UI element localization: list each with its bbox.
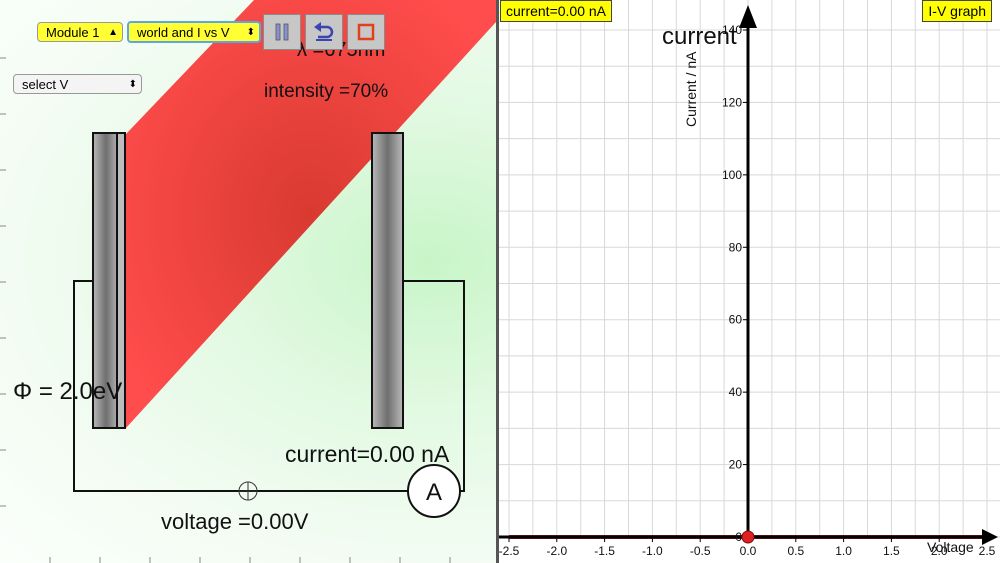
y-tick-label: 60: [729, 313, 743, 327]
graph-panel: -2.5 -2.0 -1.5 -1.0 -0.5 0.0 0.5 1.0 1.5 2.0 2.5 0 2…: [499, 0, 1000, 563]
mode-select-value: select V: [22, 77, 69, 92]
x-tick-label: -1.0: [642, 544, 663, 558]
x-tick-label: 0.0: [740, 544, 757, 558]
x-axis-arrow: [982, 529, 998, 545]
graph-current-tag: current=0.00 nA: [500, 0, 613, 22]
x-tick-label: 1.5: [883, 544, 900, 558]
view-select[interactable]: world and I vs V ⬍: [127, 21, 261, 43]
x-tick-label: -1.5: [594, 544, 615, 558]
x-axis-label: Voltage: [927, 539, 974, 555]
light-beam: [126, 0, 496, 428]
chevron-updown-icon: ⬍: [246, 27, 255, 38]
x-tick-label: 2.0: [931, 544, 948, 558]
stop-icon: [357, 23, 375, 41]
voltage-slider-handle[interactable]: [238, 481, 258, 501]
anode-plate: [371, 132, 404, 429]
work-function-label: Φ = 2.0eV: [13, 378, 123, 405]
view-select-value: world and I vs V: [137, 25, 230, 40]
y-tick-label: 120: [722, 95, 742, 109]
stop-button[interactable]: [347, 14, 385, 50]
module-select-value: Module 1: [46, 25, 100, 40]
chevron-updown-icon: ⬍: [128, 79, 137, 90]
y-tick-label: 20: [729, 458, 743, 472]
ammeter: [407, 464, 461, 518]
chevron-updown-icon: ▲: [108, 27, 118, 38]
x-tick-label: -2.0: [546, 544, 567, 558]
y-tick-label: 40: [729, 385, 743, 399]
x-tick-label: 2.5: [979, 544, 996, 558]
y-axis-title: current: [662, 23, 737, 50]
ammeter-symbol: A: [426, 479, 442, 506]
intensity-label: intensity =70%: [264, 81, 389, 102]
cathode-plate: [92, 132, 126, 429]
mode-select[interactable]: select V ⬍: [13, 74, 142, 94]
graph-title-tag: I-V graph: [922, 0, 992, 22]
voltage-label: voltage =0.00V: [161, 509, 309, 534]
pause-button[interactable]: [263, 14, 301, 50]
y-tick-label: 0: [735, 530, 742, 544]
module-select[interactable]: Module 1 ▲: [37, 22, 123, 42]
x-tick-label: 0.5: [787, 544, 804, 558]
x-tick-label: -2.5: [499, 544, 520, 558]
y-axis-arrow: [739, 5, 757, 28]
y-tick-label: 80: [729, 240, 743, 254]
undo-icon: [314, 22, 334, 41]
x-tick-label: -0.5: [690, 544, 711, 558]
x-tick-label: 1.0: [835, 544, 852, 558]
y-axis-label: Current / nA: [683, 51, 699, 127]
experiment-canvas: A: [0, 0, 496, 563]
operating-point: [741, 530, 755, 544]
iv-chart: -2.5 -2.0 -1.5 -1.0 -0.5 0.0 0.5 1.0 1.5 2.0 2.5 0 2…: [499, 0, 1000, 558]
pause-icon: [275, 23, 289, 41]
experiment-panel: A λ =675nm intensity =70% Φ = 2.0eV curr…: [0, 0, 496, 563]
current-label: current=0.00 nA: [285, 441, 450, 467]
undo-button[interactable]: [305, 14, 343, 50]
y-tick-label: 100: [722, 168, 742, 182]
panel-divider: [496, 0, 499, 563]
y-tick-label: 140: [722, 23, 742, 37]
